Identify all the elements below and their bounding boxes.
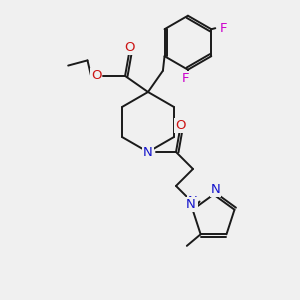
Text: F: F	[220, 22, 227, 35]
Text: N: N	[186, 198, 196, 211]
Text: N: N	[188, 195, 197, 208]
Text: N: N	[143, 146, 153, 158]
Text: N: N	[211, 183, 220, 196]
Text: F: F	[182, 72, 190, 85]
Text: O: O	[124, 41, 135, 54]
Text: O: O	[175, 119, 186, 132]
Text: O: O	[91, 69, 101, 82]
